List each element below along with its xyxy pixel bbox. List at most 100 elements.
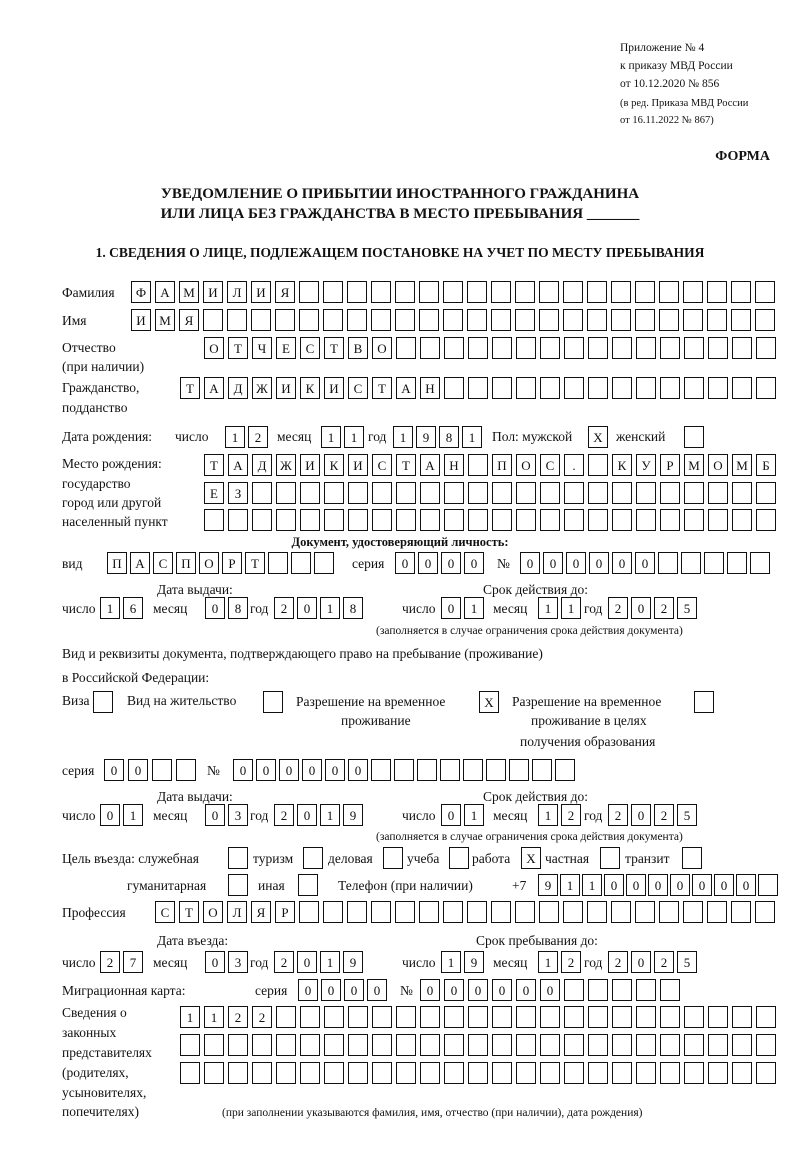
char-box[interactable] xyxy=(588,509,608,531)
char-box[interactable]: 3 xyxy=(228,951,248,973)
char-box[interactable]: 0 xyxy=(520,552,540,574)
char-box[interactable] xyxy=(468,1006,488,1028)
char-box[interactable]: К xyxy=(300,377,320,399)
char-box[interactable] xyxy=(492,337,512,359)
char-box[interactable] xyxy=(491,901,511,923)
char-box[interactable] xyxy=(492,1062,512,1084)
char-box[interactable]: 2 xyxy=(561,951,581,973)
char-box[interactable] xyxy=(732,1062,752,1084)
char-box[interactable]: 2 xyxy=(248,426,268,448)
char-box[interactable]: 2 xyxy=(252,1006,272,1028)
char-box[interactable]: 0 xyxy=(736,874,756,896)
char-box[interactable]: О xyxy=(708,454,728,476)
char-box[interactable] xyxy=(756,1006,776,1028)
char-box[interactable]: М xyxy=(155,309,175,331)
char-box[interactable] xyxy=(467,901,487,923)
char-box[interactable] xyxy=(324,1062,344,1084)
char-box[interactable] xyxy=(732,377,752,399)
char-box[interactable] xyxy=(564,509,584,531)
char-box[interactable]: X xyxy=(479,691,499,713)
char-box[interactable] xyxy=(276,482,296,504)
char-box[interactable] xyxy=(152,759,172,781)
char-box[interactable]: Е xyxy=(276,337,296,359)
char-box[interactable] xyxy=(539,309,559,331)
char-box[interactable] xyxy=(516,509,536,531)
char-box[interactable]: 0 xyxy=(100,804,120,826)
char-box[interactable] xyxy=(683,309,703,331)
char-box[interactable] xyxy=(394,759,414,781)
char-box[interactable] xyxy=(180,1034,200,1056)
char-box[interactable]: 2 xyxy=(654,597,674,619)
char-box[interactable]: 0 xyxy=(612,552,632,574)
char-box[interactable]: А xyxy=(130,552,150,574)
char-box[interactable] xyxy=(444,377,464,399)
char-box[interactable] xyxy=(731,309,751,331)
char-box[interactable] xyxy=(588,1034,608,1056)
char-box[interactable] xyxy=(681,552,701,574)
char-box[interactable] xyxy=(587,901,607,923)
char-box[interactable] xyxy=(444,1062,464,1084)
char-box[interactable] xyxy=(300,1034,320,1056)
char-box[interactable] xyxy=(300,1062,320,1084)
char-box[interactable]: 5 xyxy=(677,804,697,826)
char-box[interactable] xyxy=(612,1034,632,1056)
char-box[interactable] xyxy=(683,901,703,923)
char-box[interactable]: Ж xyxy=(276,454,296,476)
visa-checkbox[interactable] xyxy=(93,691,113,713)
char-box[interactable] xyxy=(396,1006,416,1028)
char-box[interactable]: 2 xyxy=(561,804,581,826)
char-box[interactable]: С xyxy=(155,901,175,923)
char-box[interactable]: С xyxy=(348,377,368,399)
char-box[interactable] xyxy=(204,509,224,531)
char-box[interactable]: А xyxy=(204,377,224,399)
char-box[interactable]: И xyxy=(276,377,296,399)
char-box[interactable] xyxy=(491,309,511,331)
char-box[interactable] xyxy=(636,979,656,1001)
char-box[interactable] xyxy=(420,1034,440,1056)
char-box[interactable]: 0 xyxy=(631,951,651,973)
char-box[interactable]: 0 xyxy=(297,597,317,619)
char-box[interactable] xyxy=(268,552,288,574)
char-box[interactable] xyxy=(564,482,584,504)
char-box[interactable] xyxy=(263,691,283,713)
char-box[interactable] xyxy=(228,509,248,531)
char-box[interactable]: Л xyxy=(227,281,247,303)
char-box[interactable]: С xyxy=(372,454,392,476)
char-box[interactable]: Т xyxy=(324,337,344,359)
char-box[interactable] xyxy=(660,1062,680,1084)
purpose-other-checkbox[interactable] xyxy=(298,874,318,896)
char-box[interactable]: М xyxy=(179,281,199,303)
char-box[interactable] xyxy=(708,1034,728,1056)
char-box[interactable] xyxy=(323,281,343,303)
char-box[interactable] xyxy=(252,1062,272,1084)
char-box[interactable] xyxy=(732,1006,752,1028)
char-box[interactable]: 0 xyxy=(298,979,318,1001)
char-box[interactable] xyxy=(612,979,632,1001)
char-box[interactable]: И xyxy=(300,454,320,476)
char-box[interactable] xyxy=(635,901,655,923)
char-box[interactable] xyxy=(708,509,728,531)
char-box[interactable] xyxy=(707,281,727,303)
char-box[interactable] xyxy=(540,482,560,504)
char-box[interactable]: В xyxy=(348,337,368,359)
char-box[interactable] xyxy=(756,509,776,531)
char-box[interactable]: П xyxy=(176,552,196,574)
char-box[interactable] xyxy=(758,874,778,896)
char-box[interactable] xyxy=(539,281,559,303)
char-box[interactable] xyxy=(540,1034,560,1056)
char-box[interactable]: 0 xyxy=(348,759,368,781)
char-box[interactable]: Е xyxy=(204,482,224,504)
char-box[interactable]: 0 xyxy=(297,951,317,973)
char-box[interactable]: 2 xyxy=(608,597,628,619)
